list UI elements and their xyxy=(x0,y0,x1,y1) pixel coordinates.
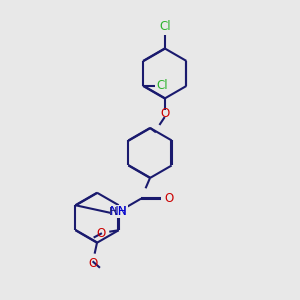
Text: Cl: Cl xyxy=(156,80,168,92)
Text: O: O xyxy=(165,192,174,205)
Text: H: H xyxy=(109,207,118,217)
Text: Cl: Cl xyxy=(159,20,170,33)
Text: O: O xyxy=(96,227,105,240)
Text: N: N xyxy=(118,205,126,218)
Text: O: O xyxy=(88,257,97,271)
Text: NH: NH xyxy=(110,205,128,218)
Text: O: O xyxy=(160,107,169,120)
